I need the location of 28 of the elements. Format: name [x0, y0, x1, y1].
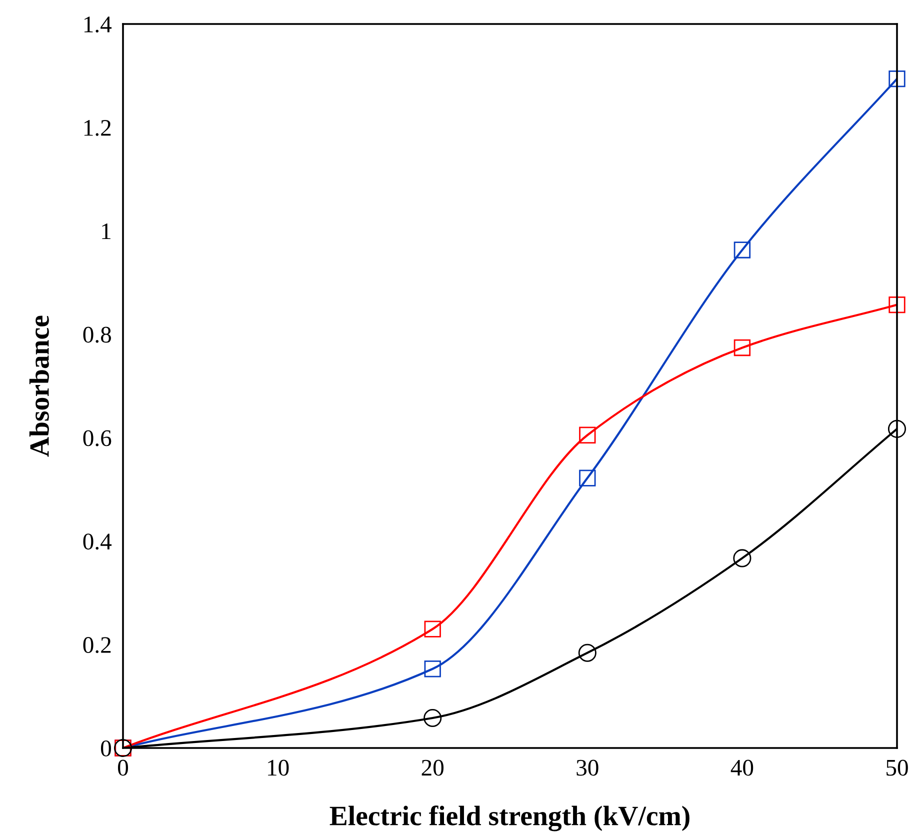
x-axis-title: Electric field strength (kV/cm) — [330, 806, 690, 832]
point — [888, 296, 906, 314]
y-tick-label: 0 — [100, 740, 111, 756]
x-tick-label: 40 — [730, 760, 754, 776]
point — [734, 339, 751, 356]
y-tick-label: 1.2 — [84, 120, 111, 136]
point — [578, 644, 596, 662]
y-axis-title: Absorbance — [29, 316, 49, 457]
point — [424, 620, 441, 638]
point — [733, 549, 752, 568]
y-tick-label: 0.2 — [83, 637, 111, 654]
x-tick-label: 20 — [422, 760, 444, 776]
x-tick-label: 50 — [886, 760, 908, 776]
x-tick-label: 0 — [118, 760, 128, 776]
point — [734, 242, 751, 258]
y-tick-label: 0.4 — [83, 534, 112, 550]
y-tick-label: 0.8 — [83, 326, 111, 343]
y-tick-label: 1.4 — [84, 16, 112, 33]
point — [579, 470, 596, 486]
point — [888, 420, 906, 438]
y-tick-label: 0.6 — [83, 430, 112, 446]
point — [888, 70, 906, 88]
y-tick-label: 1 — [102, 223, 110, 240]
point — [424, 708, 442, 728]
point — [424, 660, 441, 678]
point — [579, 426, 596, 444]
x-tick-label: 10 — [268, 760, 289, 776]
x-tick-label: 30 — [576, 760, 598, 776]
